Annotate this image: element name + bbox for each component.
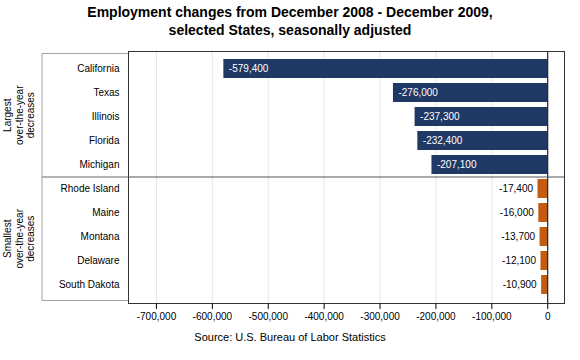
svg-text:-207,100: -207,100: [437, 159, 477, 170]
svg-text:Florida: Florida: [89, 135, 120, 146]
svg-text:-200,000: -200,000: [416, 311, 456, 322]
svg-text:Smallestover-the-yeardecreases: Smallestover-the-yeardecreases: [2, 208, 36, 268]
svg-text:-500,000: -500,000: [249, 311, 289, 322]
svg-text:0: 0: [545, 311, 551, 322]
svg-text:-16,000: -16,000: [500, 207, 534, 218]
svg-text:-10,900: -10,900: [503, 279, 537, 290]
svg-text:Texas: Texas: [93, 87, 119, 98]
svg-text:-400,000: -400,000: [304, 311, 344, 322]
svg-text:Delaware: Delaware: [77, 255, 120, 266]
html-text:Employment changes from Decemb: Employment changes from December 2008 - …: [87, 4, 493, 38]
svg-text:-237,300: -237,300: [420, 111, 460, 122]
svg-text:California: California: [77, 63, 120, 74]
svg-text:Michigan: Michigan: [79, 159, 119, 170]
svg-text:-12,100: -12,100: [502, 255, 536, 266]
svg-text:Maine: Maine: [92, 207, 120, 218]
svg-text:-579,400: -579,400: [229, 63, 269, 74]
svg-text:Illinois: Illinois: [92, 111, 120, 122]
svg-text:-100,000: -100,000: [472, 311, 512, 322]
svg-text:Rhode Island: Rhode Island: [61, 183, 120, 194]
svg-text:-13,700: -13,700: [501, 231, 535, 242]
svg-text:-600,000: -600,000: [193, 311, 233, 322]
html-text:Source: U.S. Bureau of Labor S: Source: U.S. Bureau of Labor Statistics: [194, 331, 386, 343]
svg-text:-17,400: -17,400: [499, 183, 533, 194]
svg-text:Largestover-the-yeardecreases: Largestover-the-yeardecreases: [2, 85, 36, 145]
svg-text:-300,000: -300,000: [360, 311, 400, 322]
svg-text:South Dakota: South Dakota: [59, 279, 120, 290]
svg-text:-700,000: -700,000: [137, 311, 177, 322]
svg-text:Montana: Montana: [81, 231, 120, 242]
svg-text:-276,000: -276,000: [398, 87, 438, 98]
svg-text:-232,400: -232,400: [423, 135, 463, 146]
